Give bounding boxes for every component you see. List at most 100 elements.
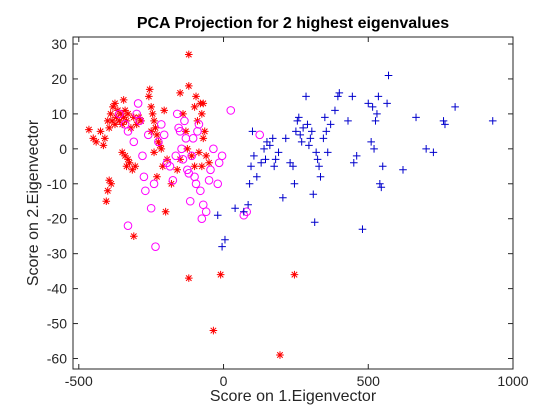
data-point-asterisk: [108, 117, 116, 125]
data-point-plus: [239, 207, 248, 216]
data-point-plus: [368, 103, 377, 111]
data-point-asterisk: [92, 138, 100, 146]
data-point-plus: [451, 103, 459, 111]
data-point-circle: [115, 109, 124, 119]
x-tick-label: -500: [65, 373, 93, 389]
data-point-plus: [326, 120, 335, 129]
data-point-asterisk: [119, 113, 128, 122]
data-point-asterisk: [125, 159, 134, 167]
data-point-plus: [296, 131, 305, 139]
y-tick-label: -50: [47, 316, 67, 332]
data-point-asterisk: [183, 145, 192, 153]
data-point-circle: [187, 151, 196, 161]
data-point-plus: [378, 162, 387, 171]
data-point-plus: [335, 89, 344, 97]
data-point-plus: [281, 134, 290, 143]
x-axis-label: Score on 1.Eigenvector: [210, 388, 377, 405]
data-point-plus: [358, 225, 367, 234]
data-point-plus: [331, 106, 339, 115]
data-point-asterisk: [150, 117, 158, 125]
data-point-plus: [364, 99, 373, 108]
data-point-asterisk: [115, 117, 124, 125]
data-point-asterisk: [103, 186, 112, 195]
data-point-asterisk: [150, 148, 158, 157]
data-point-asterisk: [182, 127, 190, 136]
y-tick-label: -40: [47, 281, 67, 297]
data-point-plus: [257, 159, 265, 167]
data-point-plus: [305, 141, 313, 150]
data-point-asterisk: [147, 103, 155, 111]
data-point-plus: [383, 99, 391, 108]
data-point-plus: [323, 148, 332, 157]
data-point-plus: [299, 124, 307, 132]
data-point-asterisk: [198, 110, 206, 118]
data-point-circle: [149, 179, 159, 189]
data-point-circle: [138, 151, 147, 161]
data-point-plus: [374, 92, 383, 101]
data-point-circle: [132, 109, 141, 119]
data-point-asterisk: [184, 82, 193, 90]
data-point-plus: [245, 179, 254, 188]
data-point-circle: [172, 109, 182, 119]
y-tick-label: -10: [47, 176, 67, 192]
data-point-plus: [322, 127, 331, 136]
x-tick-label: 0: [220, 373, 228, 389]
data-point-asterisk: [176, 89, 184, 97]
data-point-circle: [165, 162, 175, 171]
data-point-plus: [377, 183, 386, 192]
data-point-circle: [120, 120, 130, 129]
data-point-circle: [206, 165, 215, 175]
data-point-plus: [439, 117, 448, 125]
y-tick-label: 0: [59, 141, 67, 157]
data-point-circle: [185, 196, 195, 206]
data-point-plus: [218, 242, 226, 251]
data-point-asterisk: [153, 172, 161, 181]
data-point-plus: [266, 141, 274, 150]
data-point-plus: [260, 145, 268, 153]
data-point-asterisk: [119, 96, 128, 104]
data-point-plus: [309, 190, 318, 199]
data-point-asterisk: [85, 125, 93, 134]
data-point-asterisk: [151, 124, 160, 132]
data-point-asterisk: [202, 152, 210, 160]
data-point-circle: [133, 99, 143, 108]
data-point-plus: [289, 162, 297, 171]
data-point-asterisk: [89, 134, 98, 143]
data-point-circle: [213, 179, 223, 189]
data-point-asterisk: [290, 270, 299, 279]
data-point-circle: [154, 137, 163, 147]
data-point-asterisk: [105, 124, 113, 132]
data-point-asterisk: [124, 110, 132, 118]
data-point-plus: [319, 134, 328, 143]
data-point-circle: [129, 137, 139, 147]
data-point-circle: [139, 172, 149, 182]
x-tick-label: 500: [357, 373, 381, 389]
data-point-asterisk: [121, 106, 129, 115]
data-point-asterisk: [190, 103, 199, 111]
data-point-plus: [213, 211, 222, 220]
data-point-plus: [399, 166, 407, 174]
data-point-circle: [178, 155, 188, 164]
data-point-circle: [196, 186, 205, 196]
data-point-asterisk: [103, 117, 112, 125]
data-point-asterisk: [199, 134, 208, 143]
data-point-circle: [151, 242, 160, 251]
data-point-asterisk: [137, 117, 145, 125]
data-point-circle: [198, 200, 208, 210]
y-tick-label: 10: [51, 106, 67, 122]
data-point-circle: [146, 203, 156, 213]
data-point-asterisk: [199, 99, 208, 108]
data-point-circle: [168, 175, 178, 185]
data-point-asterisk: [198, 162, 206, 171]
series-plus: [213, 71, 497, 251]
data-point-circle: [171, 151, 181, 161]
data-point-asterisk: [161, 207, 170, 216]
data-point-asterisk: [176, 155, 184, 164]
y-axis-label: Score on 2.Eigenvector: [25, 119, 42, 286]
data-point-plus: [348, 92, 357, 101]
data-point-plus: [271, 155, 280, 164]
data-point-circle: [226, 106, 236, 115]
data-point-circle: [194, 120, 204, 129]
data-point-asterisk: [121, 152, 129, 160]
